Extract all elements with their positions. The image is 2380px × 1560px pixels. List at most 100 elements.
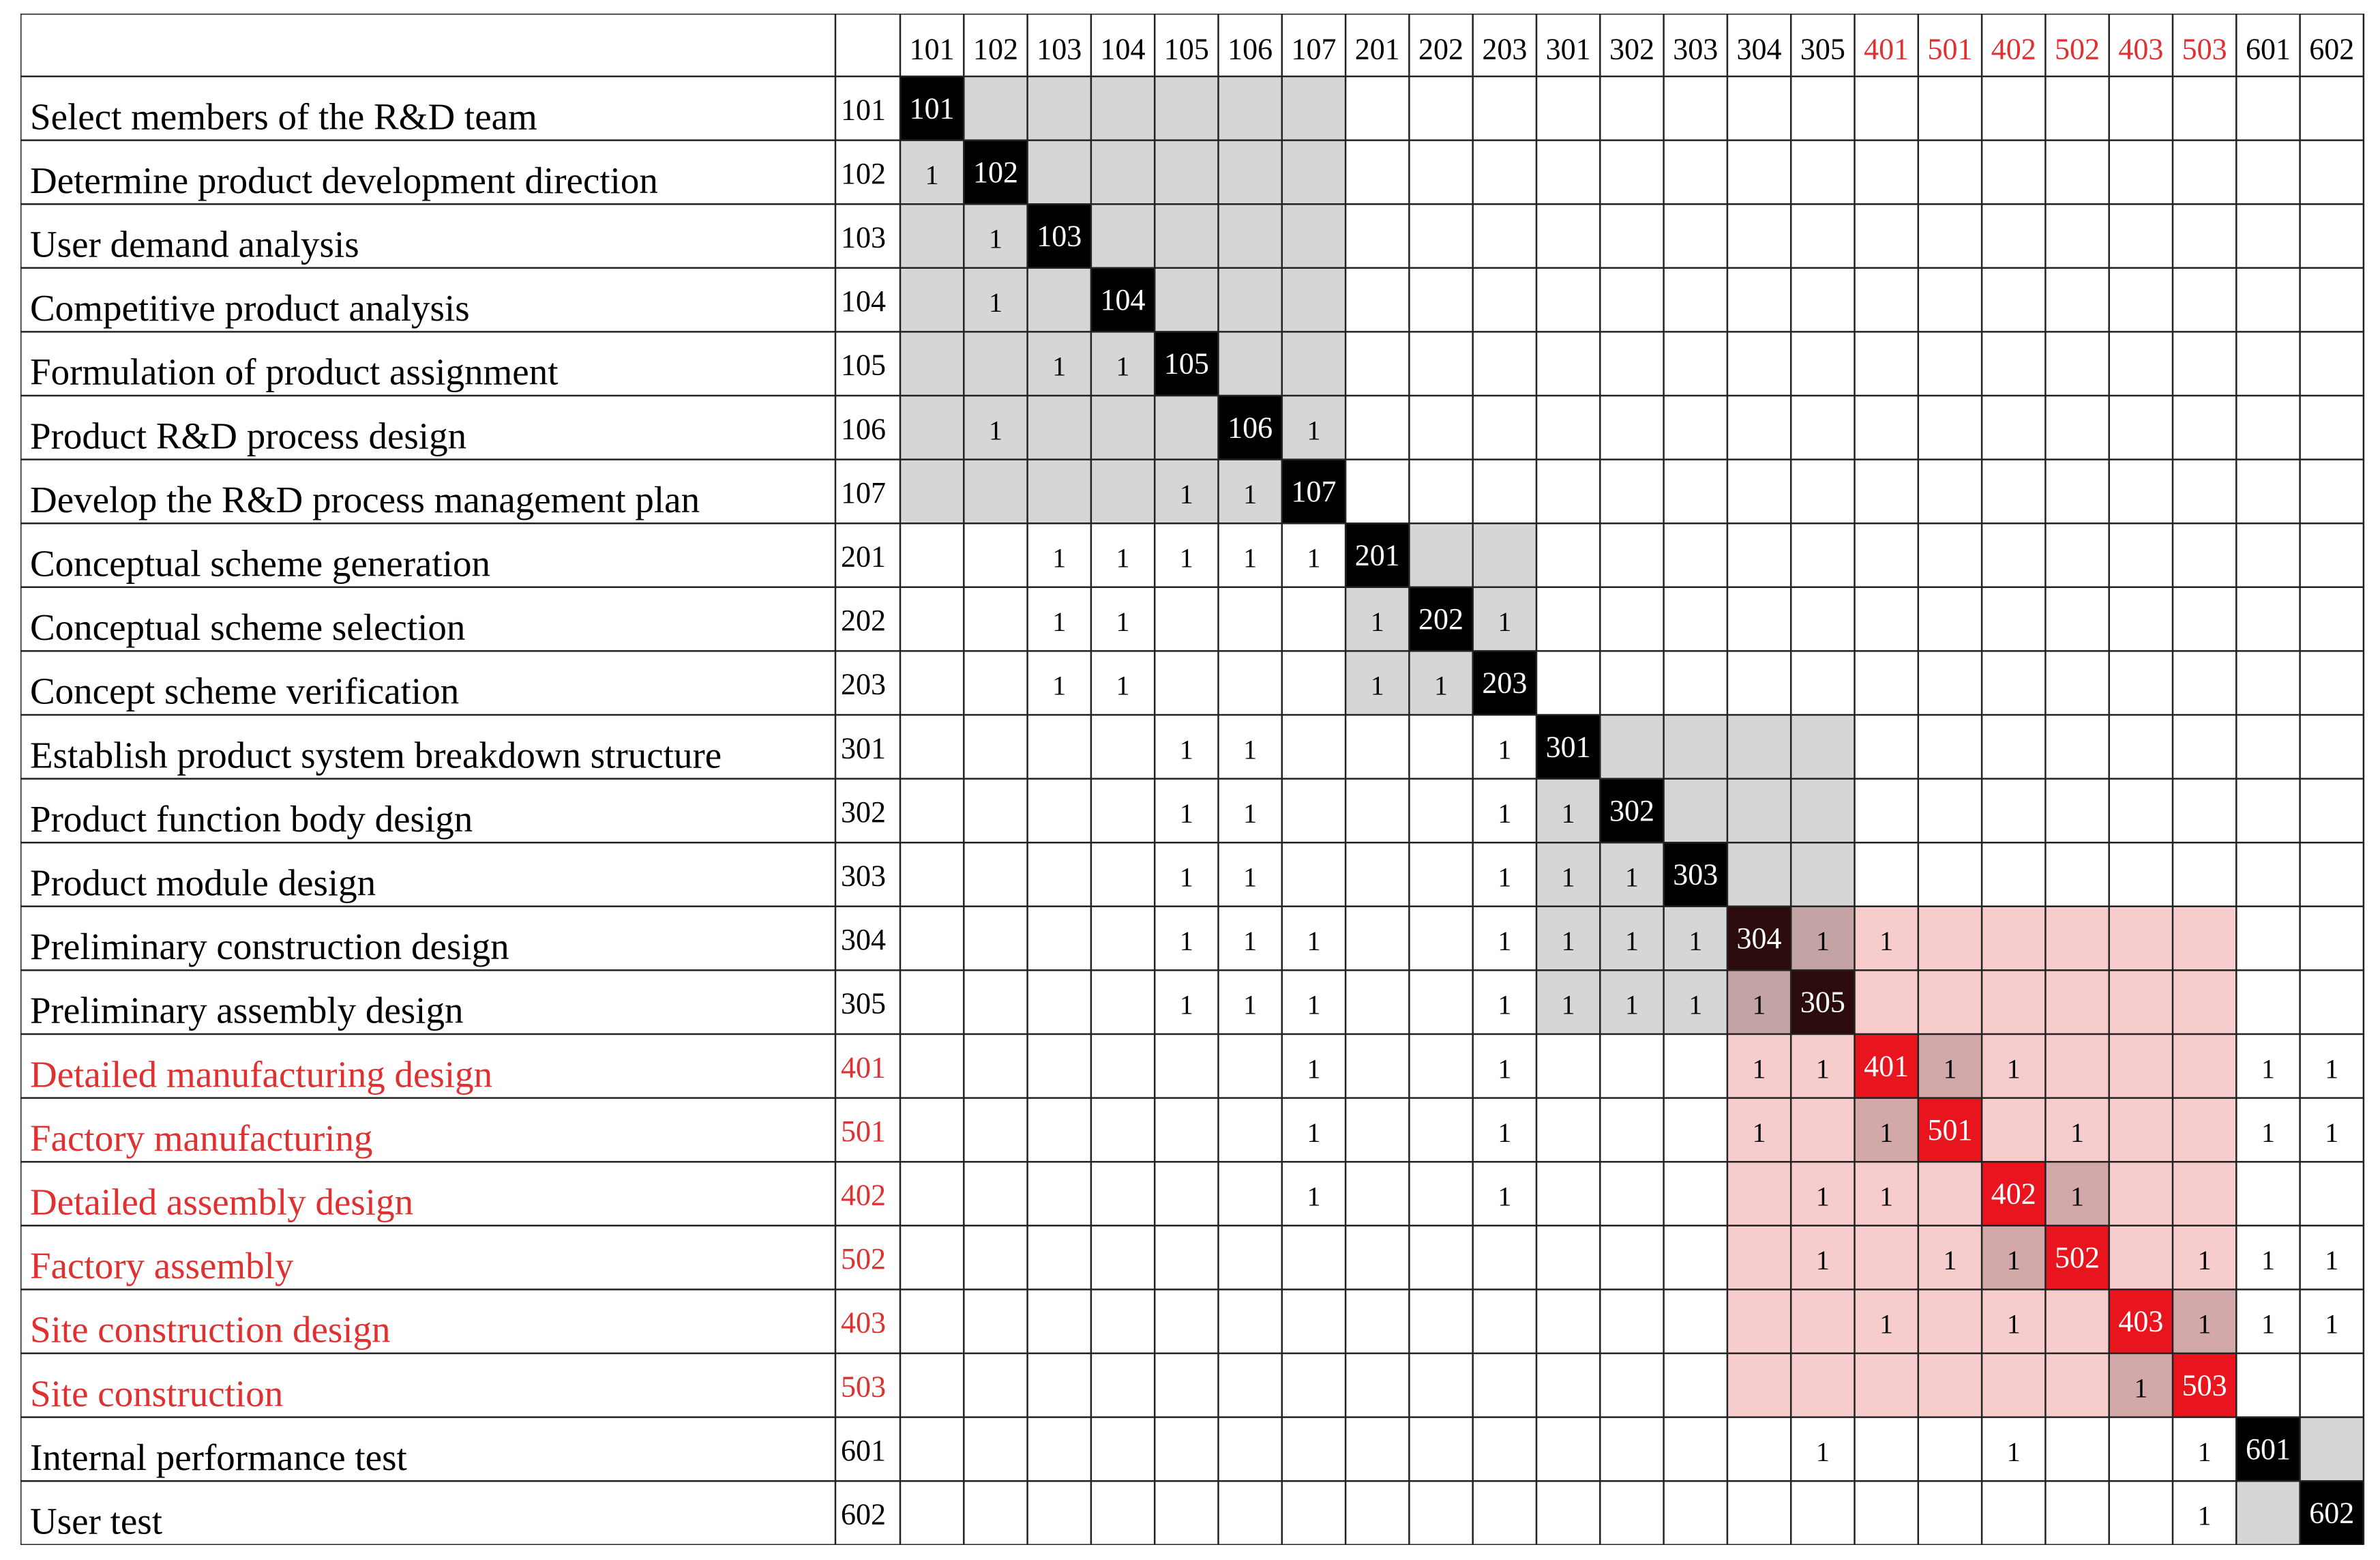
dependency-mark-104-102: 1: [989, 287, 1002, 318]
diagonal-label-502: 502: [2055, 1241, 2100, 1274]
diagonal-label-106: 106: [1228, 411, 1273, 444]
diagonal-label-101: 101: [910, 91, 955, 125]
row-code-201: 201: [841, 540, 886, 574]
dependency-mark-503-403: 1: [2134, 1372, 2147, 1403]
row-name-104: Competitive product analysis: [30, 287, 470, 329]
row-name-202: Conceptual scheme selection: [30, 606, 465, 648]
column-header-202: 202: [1418, 33, 1463, 66]
diagonal-cell-302: [1600, 778, 1664, 843]
diagonal-label-602: 602: [2309, 1497, 2354, 1530]
row-name-403: Site construction design: [30, 1309, 391, 1351]
dependency-mark-501-502: 1: [2070, 1117, 2084, 1148]
dependency-mark-303-302: 1: [1625, 862, 1639, 893]
dependency-mark-301-105: 1: [1180, 734, 1193, 765]
diagonal-label-201: 201: [1355, 539, 1400, 572]
column-header-601: 601: [2246, 33, 2291, 66]
dependency-mark-501-107: 1: [1307, 1117, 1320, 1148]
row-code-107: 107: [841, 476, 886, 510]
diagonal-cell-203: [1472, 651, 1536, 715]
dependency-mark-304-303: 1: [1689, 926, 1702, 956]
dependency-mark-203-202: 1: [1434, 671, 1448, 701]
row-code-106: 106: [841, 412, 886, 445]
diagonal-label-203: 203: [1482, 666, 1527, 700]
column-header-304: 304: [1737, 33, 1782, 66]
diagonal-cell-501: [1918, 1098, 1982, 1162]
diagonal-label-401: 401: [1864, 1049, 1909, 1083]
dependency-mark-305-203: 1: [1498, 990, 1511, 1020]
dependency-mark-102-101: 1: [925, 160, 939, 190]
dependency-mark-304-301: 1: [1562, 926, 1575, 956]
column-header-201: 201: [1355, 33, 1400, 66]
row-name-501: Factory manufacturing: [30, 1117, 372, 1159]
row-name-107: Develop the R&D process management plan: [30, 479, 700, 520]
dependency-mark-304-106: 1: [1243, 926, 1257, 956]
column-header-402: 402: [1991, 33, 2036, 66]
diagonal-label-402: 402: [1991, 1177, 2036, 1211]
dependency-mark-305-303: 1: [1689, 990, 1702, 1020]
dependency-mark-401-601: 1: [2261, 1053, 2275, 1084]
diagonal-label-107: 107: [1291, 475, 1336, 508]
dependency-mark-502-601: 1: [2261, 1245, 2275, 1276]
diagonal-cell-202: [1409, 587, 1473, 651]
dependency-mark-106-102: 1: [989, 415, 1002, 445]
dependency-mark-401-304: 1: [1753, 1053, 1766, 1084]
row-code-303: 303: [841, 859, 886, 893]
dependency-mark-201-104: 1: [1116, 543, 1130, 574]
diagonal-label-102: 102: [973, 156, 1018, 189]
dependency-mark-601-503: 1: [2198, 1437, 2212, 1467]
dependency-mark-502-305: 1: [1816, 1245, 1830, 1276]
dependency-mark-403-602: 1: [2325, 1309, 2338, 1340]
dependency-mark-601-402: 1: [2007, 1437, 2021, 1467]
dependency-mark-502-602: 1: [2325, 1245, 2338, 1276]
dependency-mark-304-107: 1: [1307, 926, 1320, 956]
column-header-105: 105: [1164, 33, 1209, 66]
row-code-602: 602: [841, 1498, 886, 1531]
diagonal-cell-105: [1155, 332, 1219, 396]
diagonal-label-303: 303: [1673, 858, 1718, 892]
diagonal-cell-403: [2109, 1289, 2173, 1353]
row-code-105: 105: [841, 349, 886, 382]
diagonal-cell-304: [1727, 906, 1791, 971]
diagonal-cell-303: [1663, 842, 1727, 907]
row-code-305: 305: [841, 987, 886, 1020]
row-code-601: 601: [841, 1434, 886, 1467]
diagonal-label-601: 601: [2246, 1432, 2291, 1466]
column-header-203: 203: [1482, 33, 1527, 66]
dependency-mark-502-402: 1: [2007, 1245, 2021, 1276]
diagonal-cell-102: [964, 140, 1028, 205]
diagonal-cell-601: [2236, 1417, 2300, 1482]
dependency-mark-401-305: 1: [1816, 1053, 1830, 1084]
dependency-mark-304-302: 1: [1625, 926, 1639, 956]
dependency-mark-502-501: 1: [1943, 1245, 1957, 1276]
column-header-101: 101: [910, 33, 955, 66]
column-header-302: 302: [1609, 33, 1654, 66]
dependency-mark-302-105: 1: [1180, 798, 1193, 829]
row-name-305: Preliminary assembly design: [30, 990, 463, 1031]
dependency-mark-304-203: 1: [1498, 926, 1511, 956]
dependency-mark-401-602: 1: [2325, 1053, 2338, 1084]
dependency-mark-107-105: 1: [1180, 479, 1193, 510]
dependency-mark-304-305: 1: [1816, 926, 1830, 956]
dependency-mark-201-106: 1: [1243, 543, 1257, 574]
dependency-mark-302-106: 1: [1243, 798, 1257, 829]
row-name-503: Site construction: [30, 1372, 283, 1414]
column-header-104: 104: [1101, 33, 1146, 66]
dependency-mark-403-503: 1: [2198, 1309, 2212, 1340]
row-name-302: Product function body design: [30, 798, 473, 840]
dependency-mark-202-203: 1: [1498, 606, 1511, 637]
column-header-503: 503: [2182, 33, 2227, 66]
dependency-mark-403-601: 1: [2261, 1309, 2275, 1340]
dependency-mark-305-107: 1: [1307, 990, 1320, 1020]
diagonal-label-403: 403: [2118, 1305, 2163, 1338]
dependency-mark-303-105: 1: [1180, 862, 1193, 893]
dependency-mark-401-203: 1: [1498, 1053, 1511, 1084]
diagonal-label-202: 202: [1418, 602, 1463, 636]
dependency-mark-303-301: 1: [1562, 862, 1575, 893]
dependency-mark-303-106: 1: [1243, 862, 1257, 893]
dependency-mark-403-401: 1: [1879, 1309, 1893, 1340]
diagonal-label-105: 105: [1164, 347, 1209, 381]
dependency-mark-402-203: 1: [1498, 1181, 1511, 1212]
diagonal-cell-402: [1982, 1162, 2046, 1226]
dependency-mark-501-601: 1: [2261, 1117, 2275, 1148]
dependency-mark-203-201: 1: [1371, 671, 1384, 701]
